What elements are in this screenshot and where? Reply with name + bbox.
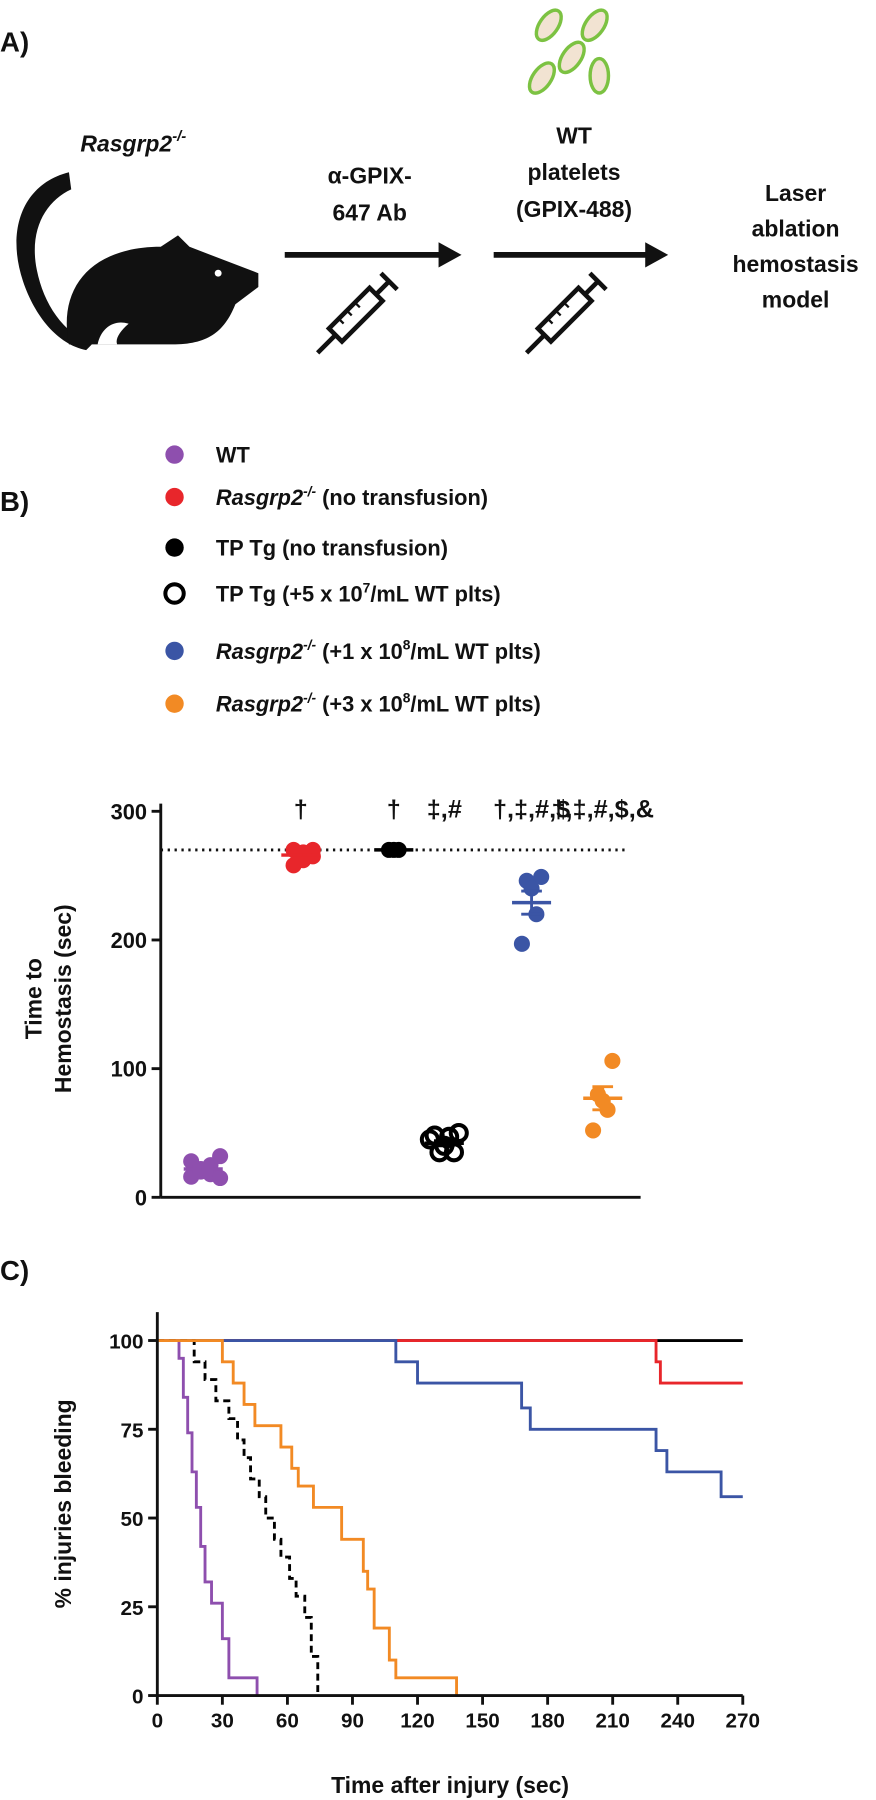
legend-part: TP Tg (no transfusion) [216,536,448,561]
step-label: platelets [528,159,621,185]
legend-part: Rasgrp2 [216,639,303,664]
y-tick-label: 100 [111,1057,147,1082]
legend-part: -/- [303,691,316,706]
x-tick-label: 120 [400,1710,434,1733]
survival-line [157,1339,320,1696]
y-tick-label: 0 [135,1185,147,1210]
legend-part: /mL WT plts) [370,582,500,607]
legend-part: 8 [403,638,411,653]
legend-label: TP Tg (+5 x 107/mL WT plts) [216,580,501,606]
legend-part: Rasgrp2 [216,485,303,510]
legend-part: (no transfusion) [316,485,488,510]
y-tick-label: 0 [132,1686,143,1709]
panel-label: A) [0,27,29,58]
data-point [448,1122,469,1144]
annotation: †,‡,#,$ [493,795,570,823]
x-tick-label: 150 [465,1710,499,1733]
step-label: ablation [752,215,840,241]
legend-part: -/- [303,638,316,653]
step-label: WT [556,122,592,148]
data-point [585,1122,602,1139]
data-point [523,880,540,897]
step-label: Laser [765,180,826,206]
arrow [284,242,462,268]
y-tick-label: 50 [121,1508,144,1531]
legend-part: (+3 x 10 [316,692,403,717]
arrow [493,242,669,268]
step-label: hemostasis [732,251,858,277]
step-label: model [762,287,830,313]
x-tick-label: 60 [276,1710,299,1733]
label-part: Rasgrp2 [80,131,172,157]
platelets-icon [527,8,611,95]
mouse-icon [16,172,259,351]
legend-label: TP Tg (no transfusion) [216,536,448,561]
legend-marker [165,445,184,464]
y-tick-label: 75 [121,1419,144,1442]
panel-label: C) [0,1255,29,1286]
annotation: † [294,795,308,823]
legend-part: -/- [303,484,316,499]
legend-part: 7 [363,580,371,595]
mouse-label: Rasgrp2-/- [80,128,186,156]
legend-label: Rasgrp2-/- (+3 x 108/mL WT plts) [216,691,541,717]
legend-part: Rasgrp2 [216,692,303,717]
survival-line [157,1339,259,1696]
legend-part: /mL WT plts) [410,692,540,717]
x-tick-label: 180 [530,1710,564,1733]
x-tick-label: 0 [152,1710,164,1733]
y-tick-label: 25 [121,1597,144,1620]
data-point [533,868,550,885]
panel-label: B) [0,486,29,517]
legend-part: 8 [403,691,411,706]
legend-marker [165,641,184,661]
legend-part: TP Tg (+5 x 10 [216,582,363,607]
x-axis-label: Time after injury (sec) [331,1772,569,1798]
legend-label: Rasgrp2-/- (no transfusion) [216,484,488,510]
y-axis-label: Time to [20,958,46,1039]
annotation: ‡,# [427,795,462,823]
annotation: † [387,795,401,823]
x-tick-label: 240 [660,1710,694,1733]
legend-part: /mL WT plts) [410,639,540,664]
data-point [513,935,530,952]
step-label: 647 Ab [333,199,407,225]
data-point [604,1052,621,1069]
x-tick-label: 30 [211,1710,234,1733]
legend-marker [165,694,184,713]
legend-part: WT [216,443,251,468]
survival-line [157,1339,743,1499]
step-label: α-GPIX- [328,163,412,189]
survival-line [157,1339,743,1385]
legend-marker [163,582,186,605]
x-tick-label: 90 [341,1710,364,1733]
data-point [285,857,302,874]
label-sup: -/- [172,128,186,145]
syringe-icon [316,271,399,355]
data-point [212,1169,229,1187]
y-axis-label: % injuries bleeding [50,1399,76,1608]
y-axis-label: Hemostasis (sec) [50,904,76,1093]
legend-label: Rasgrp2-/- (+1 x 108/mL WT plts) [216,638,541,664]
step-label: (GPIX-488) [516,196,632,222]
survival-line [157,1339,458,1696]
x-tick-label: 210 [595,1710,629,1733]
x-tick-label: 270 [726,1710,760,1733]
annotation: †,‡,#,$,& [551,795,653,823]
legend-label: WT [216,443,251,468]
legend-marker [165,538,184,557]
legend-part: (+1 x 10 [316,639,403,664]
syringe-icon [524,271,608,355]
y-tick-label: 300 [111,799,147,824]
legend-marker [165,487,184,507]
y-tick-label: 200 [111,928,147,953]
y-tick-label: 100 [109,1331,143,1354]
